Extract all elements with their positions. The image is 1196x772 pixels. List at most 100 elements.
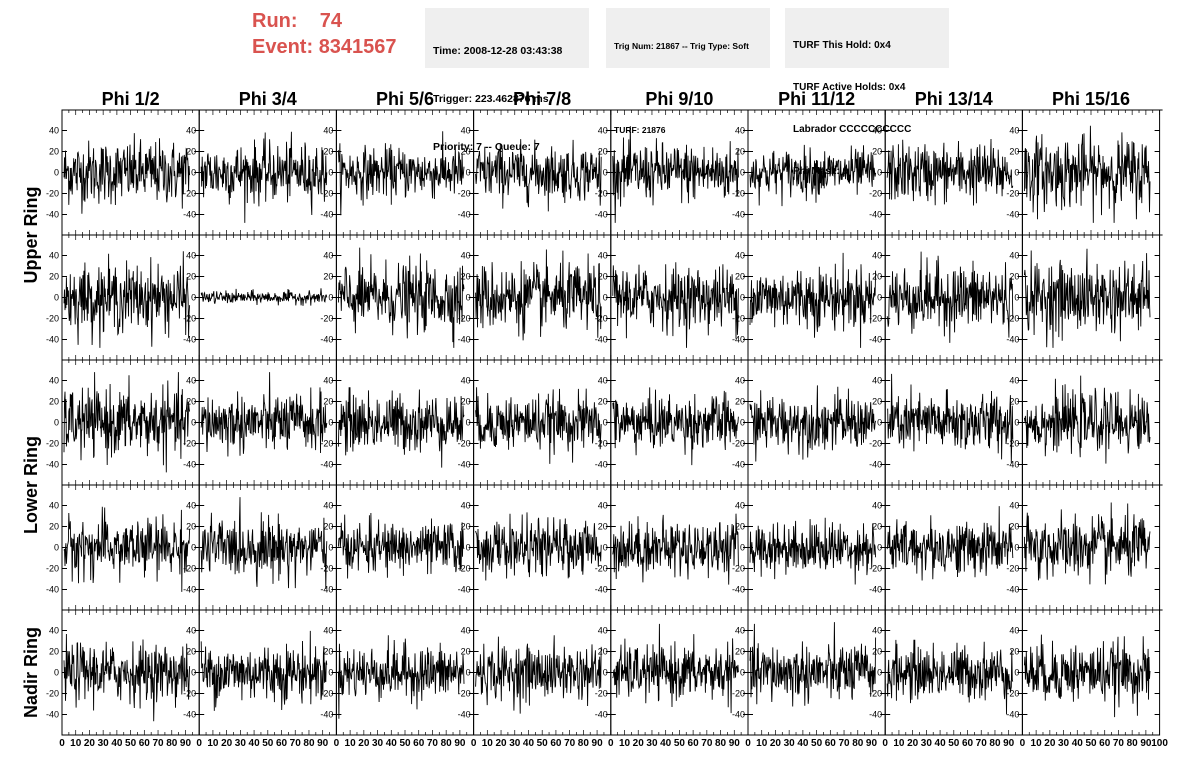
y-tick-label: 20 <box>598 522 608 532</box>
y-tick-label: 20 <box>872 397 882 407</box>
y-tick-label: 20 <box>461 147 471 157</box>
y-tick-label: -20 <box>320 189 333 199</box>
waveform-trace <box>887 373 1014 463</box>
x-tick-label: 80 <box>166 738 178 749</box>
y-tick-label: -20 <box>458 314 471 324</box>
x-tick-label: 90 <box>180 738 192 749</box>
y-tick-label: 0 <box>603 668 608 678</box>
y-tick-label: 0 <box>603 168 608 178</box>
x-tick-label: 20 <box>770 738 782 749</box>
x-tick-label: 20 <box>221 738 233 749</box>
y-tick-label: -40 <box>869 460 882 470</box>
y-tick-label: -20 <box>320 314 333 324</box>
x-tick-label: 80 <box>578 738 590 749</box>
x-tick-label: 90 <box>729 738 741 749</box>
y-tick-label: 0 <box>54 168 59 178</box>
x-tick-label: 0 <box>745 738 751 749</box>
y-tick-label: 40 <box>461 376 471 386</box>
x-tick-label: 20 <box>84 738 96 749</box>
y-tick-label: 20 <box>598 272 608 282</box>
x-tick-label: 90 <box>866 738 878 749</box>
y-tick-label: 40 <box>598 501 608 511</box>
column-title: Phi 9/10 <box>645 89 713 109</box>
x-tick-label: 40 <box>249 738 261 749</box>
y-tick-label: -40 <box>1006 585 1019 595</box>
y-tick-label: 0 <box>1014 668 1019 678</box>
y-tick-label: 40 <box>872 626 882 636</box>
y-tick-label: 20 <box>1009 522 1019 532</box>
y-tick-label: 0 <box>466 668 471 678</box>
waveform-trace <box>749 622 877 707</box>
waveform-trace <box>337 131 465 216</box>
y-tick-label: 40 <box>1009 251 1019 261</box>
x-tick-label: 30 <box>235 738 247 749</box>
y-tick-label: 40 <box>186 501 196 511</box>
x-tick-label: 10 <box>619 738 631 749</box>
y-tick-label: 40 <box>735 626 745 636</box>
y-tick-label: -40 <box>595 210 608 220</box>
y-tick-label: 40 <box>186 376 196 386</box>
x-tick-label: 10 <box>756 738 768 749</box>
ring-label: Nadir Ring <box>21 627 41 718</box>
y-tick-label: 20 <box>735 147 745 157</box>
waveform-trace <box>1023 248 1151 348</box>
y-tick-label: 0 <box>740 668 745 678</box>
x-tick-label: 60 <box>276 738 288 749</box>
y-tick-label: 20 <box>323 272 333 282</box>
y-tick-label: -40 <box>320 585 333 595</box>
waveform-trace <box>475 139 602 212</box>
x-tick-label: 20 <box>495 738 507 749</box>
x-tick-label: 90 <box>454 738 466 749</box>
column-title: Phi 11/12 <box>778 89 855 109</box>
y-tick-label: 0 <box>1014 418 1019 428</box>
x-tick-label: 10 <box>70 738 82 749</box>
y-tick-label: 0 <box>328 168 333 178</box>
waveform-trace <box>886 639 1014 715</box>
waveform-trace <box>749 252 877 348</box>
x-tick-label: 40 <box>523 738 535 749</box>
waveform-trace <box>63 506 191 592</box>
y-tick-label: -40 <box>732 210 745 220</box>
x-tick-label: 80 <box>852 738 864 749</box>
x-tick-label: 40 <box>111 738 123 749</box>
y-tick-label: -40 <box>458 210 471 220</box>
y-tick-label: -20 <box>1006 564 1019 574</box>
x-tick-label: 70 <box>701 738 713 749</box>
y-tick-label: 0 <box>191 543 196 553</box>
y-tick-label: -40 <box>869 710 882 720</box>
y-tick-label: -40 <box>183 335 196 345</box>
y-tick-label: 20 <box>1009 397 1019 407</box>
y-tick-label: -40 <box>1006 460 1019 470</box>
y-tick-label: -20 <box>732 689 745 699</box>
x-tick-label: 0 <box>59 738 65 749</box>
y-tick-label: 0 <box>191 668 196 678</box>
y-tick-label: 40 <box>872 376 882 386</box>
y-tick-label: 40 <box>186 126 196 136</box>
turf-active-line: TURF Active Holds: 0x4 <box>793 82 906 93</box>
y-tick-label: -20 <box>595 189 608 199</box>
y-tick-label: 20 <box>49 147 59 157</box>
y-tick-label: 40 <box>735 376 745 386</box>
x-tick-label: 70 <box>152 738 164 749</box>
x-tick-label: 20 <box>358 738 370 749</box>
waveform-trace <box>1023 375 1151 464</box>
y-tick-label: -40 <box>183 460 196 470</box>
x-tick-label: 10 <box>345 738 357 749</box>
x-tick-label: 30 <box>784 738 796 749</box>
run-line: Run: 74 <box>252 8 417 34</box>
y-tick-label: 0 <box>740 168 745 178</box>
x-tick-label: 50 <box>399 738 411 749</box>
y-tick-label: 20 <box>735 397 745 407</box>
y-tick-label: 20 <box>323 522 333 532</box>
y-tick-label: 20 <box>598 397 608 407</box>
y-tick-label: 40 <box>1009 626 1019 636</box>
x-tick-label: 60 <box>688 738 700 749</box>
trig-line: Trig Num: 21867 -- Trig Type: Soft <box>614 41 749 51</box>
y-tick-label: 0 <box>740 543 745 553</box>
y-tick-label: 0 <box>466 543 471 553</box>
x-tick-label: 60 <box>1099 738 1111 749</box>
y-tick-label: -20 <box>183 439 196 449</box>
x-tick-label: 90 <box>1140 738 1152 749</box>
y-tick-label: 20 <box>49 522 59 532</box>
